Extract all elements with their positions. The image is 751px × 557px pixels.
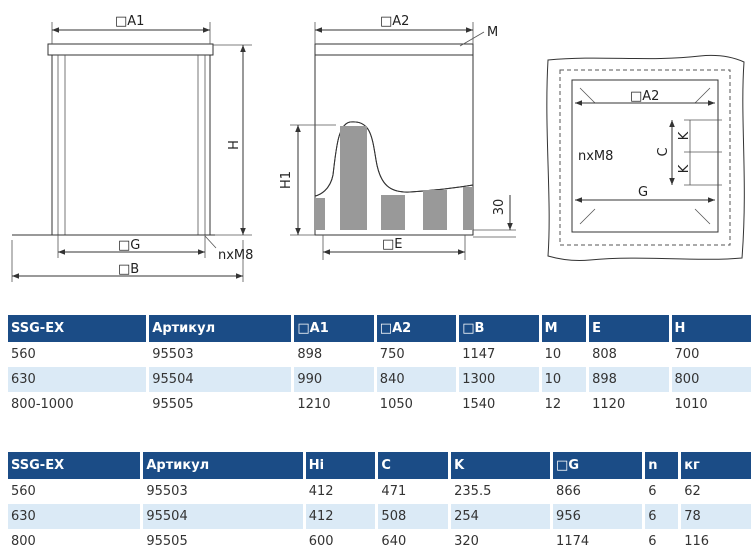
- label: G: [638, 185, 648, 200]
- table-cell: 630: [8, 504, 141, 529]
- table-cell: 116: [678, 529, 751, 554]
- table-cell: □G: [550, 452, 643, 479]
- table-cell: 1540: [456, 392, 538, 417]
- table-cell: 560: [11, 347, 36, 362]
- label: C: [656, 147, 671, 156]
- table-cell: 95504: [140, 504, 303, 529]
- table-cell: 1010: [668, 392, 751, 417]
- label: □B: [118, 262, 139, 277]
- table-row: SSG-EX Артикул Hi C K □G n кг: [8, 452, 751, 479]
- spec-table: SSG-EX Артикул Hi C K □G n кг 560 95503 412 471 235.…: [8, 452, 751, 554]
- table-cell: 6: [642, 504, 679, 529]
- label: K: [677, 164, 692, 173]
- table-cell: 508: [375, 504, 449, 529]
- table-cell: M: [538, 315, 587, 342]
- label: □E: [382, 237, 403, 252]
- table-cell: Hi: [302, 452, 376, 479]
- table-cell: 12: [538, 392, 587, 417]
- label: M: [487, 25, 498, 40]
- table-cell: 95503: [146, 342, 291, 367]
- label: □A2: [630, 89, 659, 104]
- table-cell: 1300: [456, 367, 539, 392]
- table-row: 630 95504 990 840 1300 10 898 800: [8, 367, 751, 392]
- table-cell: Артикул: [146, 315, 292, 342]
- front-view: □A1 H □G nxM8 □B: [11, 14, 253, 282]
- label: □A2: [380, 14, 409, 29]
- table-cell: C: [375, 452, 449, 479]
- table-cell: 95505: [140, 529, 302, 554]
- table-cell: 800: [11, 534, 36, 549]
- label: nxM8: [578, 149, 613, 164]
- table-cell: 800: [668, 367, 751, 392]
- table-cell: 10: [538, 367, 587, 392]
- label: H: [227, 140, 242, 150]
- label: □A1: [115, 14, 144, 29]
- table-row: SSG-EX Артикул □A1 □A2 □B M E H: [8, 315, 751, 342]
- table-cell: 750: [373, 342, 456, 367]
- table-cell: Артикул: [140, 452, 303, 479]
- table-cell: 95504: [146, 367, 292, 392]
- table-cell: 866: [550, 479, 642, 504]
- table-cell: 6: [642, 529, 678, 554]
- table-cell: n: [642, 452, 679, 479]
- table-row: 560 95503 898 750 1147 10 808 700: [8, 342, 751, 367]
- table-cell: 78: [678, 504, 751, 529]
- table-cell: 412: [302, 479, 376, 504]
- table-cell: 235.5: [448, 479, 550, 504]
- table-cell: 1210: [291, 392, 373, 417]
- label: 30: [492, 199, 507, 216]
- table-cell: □A2: [373, 315, 457, 342]
- table-row: 560 95503 412 471 235.5 866 6 62: [8, 479, 751, 504]
- table-cell: 898: [586, 367, 669, 392]
- table-row: 800 95505 600 640 320 1174 6 116: [8, 529, 751, 554]
- table-cell: 412: [302, 504, 376, 529]
- table-cell: 956: [550, 504, 643, 529]
- table-cell: 254: [448, 504, 551, 529]
- table-cell: 1120: [586, 392, 668, 417]
- table-cell: 600: [302, 529, 376, 554]
- label: H1: [279, 171, 294, 189]
- table-cell: 1050: [373, 392, 456, 417]
- label: □G: [118, 238, 140, 253]
- table-cell: 62: [678, 479, 751, 504]
- table-row: 800-1000 95505 1210 1050 1540 12 1120 1010: [8, 392, 751, 417]
- spec-table: SSG-EX Артикул □A1 □A2 □B M E H 560 95503 898 750 11…: [8, 315, 751, 417]
- label: nxM8: [218, 248, 253, 263]
- table-cell: SSG-EX: [8, 315, 147, 342]
- side-view: □A2 M H1 30 □E: [279, 14, 516, 260]
- table-cell: 560: [11, 484, 36, 499]
- table-cell: 10: [538, 342, 587, 367]
- table-cell: 6: [642, 479, 678, 504]
- top-view: □A2 K K C nxM8 G: [546, 55, 745, 261]
- table-cell: SSG-EX: [8, 452, 141, 479]
- table-cell: 1147: [456, 342, 538, 367]
- table-cell: □B: [456, 315, 539, 342]
- drawings: □A1 H □G nxM8 □B □A2 M H1 30 □E □A2 K K …: [11, 14, 745, 282]
- table-cell: 898: [291, 342, 373, 367]
- table-cell: 700: [668, 342, 751, 367]
- table-cell: 1174: [550, 529, 642, 554]
- table-cell: 990: [291, 367, 374, 392]
- table-cell: E: [586, 315, 669, 342]
- table-cell: 95505: [146, 392, 291, 417]
- table-cell: 630: [8, 367, 147, 392]
- table-cell: 471: [375, 479, 448, 504]
- table-cell: 840: [373, 367, 457, 392]
- table-cell: 320: [448, 529, 550, 554]
- table-cell: кг: [678, 452, 751, 479]
- table-row: 630 95504 412 508 254 956 6 78: [8, 504, 751, 529]
- table-cell: 95503: [140, 479, 302, 504]
- table-cell: 640: [375, 529, 448, 554]
- table-cell: □A1: [291, 315, 374, 342]
- table-cell: K: [448, 452, 551, 479]
- table-cell: 808: [586, 342, 668, 367]
- table-cell: H: [668, 315, 751, 342]
- table-cell: 800-1000: [11, 397, 74, 412]
- label: K: [677, 131, 692, 140]
